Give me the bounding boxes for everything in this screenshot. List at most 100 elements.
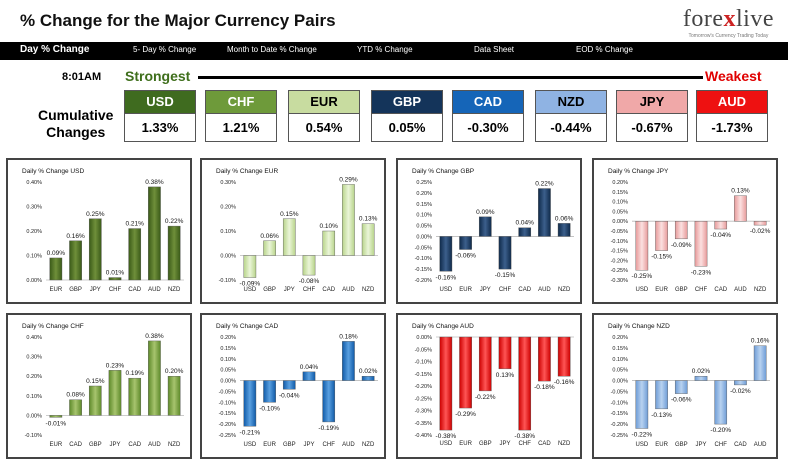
bar-jpy [302,371,316,381]
chart-title: Daily % Change CAD [216,323,278,330]
data-label: -0.21% [240,429,261,436]
tab-eod-change[interactable]: EOD % Change [576,45,633,54]
data-label: 0.13% [359,216,378,223]
bar-jpy [108,370,122,416]
x-tick-label: CAD [538,441,551,447]
bar-usd [635,221,649,271]
x-tick-label: USD [636,442,649,448]
bar-eur [655,221,668,251]
bar-chf [518,336,532,431]
bar-nzd [167,225,181,281]
x-tick-label: CAD [734,442,747,448]
tab-bar: Day % Change 5- Day % Change Month to Da… [0,42,788,60]
x-tick-label: CHF [715,442,728,448]
data-label: -0.06% [671,397,692,404]
currency-box-cad: CAD -0.30% [452,90,524,142]
bar-eur [49,257,63,281]
y-tick-label: -0.10% [415,360,433,366]
chart-title: Daily % Change JPY [608,168,669,175]
data-label: 0.09% [476,209,495,216]
bar-chf [302,255,316,276]
data-label: 0.18% [339,333,358,340]
cumulative-changes-label: Cumulative Changes [38,107,113,141]
bar-aud [342,184,355,256]
x-tick-label: NZD [754,287,767,293]
y-tick-label: 0.10% [220,229,236,235]
tab-day-change[interactable]: Day % Change [20,44,90,55]
data-label: -0.15% [651,254,672,261]
y-tick-label: -0.05% [415,347,433,353]
bar-cad [518,227,532,237]
x-tick-label: CAD [322,287,335,293]
x-tick-label: AUD [734,287,747,293]
tab-data-sheet[interactable]: Data Sheet [474,45,515,54]
x-tick-label: GBP [263,287,276,293]
chart-panel-nzd: Daily % Change NZD 0.20% 0.15% 0.10% 0.05% 0.… [592,313,778,459]
timestamp: 8:01AM [62,71,102,83]
currency-box-jpy: JPY -0.67% [616,90,688,142]
strongest-label: Strongest [125,68,191,84]
data-label: 0.16% [751,338,770,345]
logo-tagline: Tomorrow's Currency Trading Today [688,33,769,39]
x-tick-label: NZD [558,441,571,447]
bar-jpy [694,376,708,381]
currency-code: AUD [697,91,767,114]
cumulative-label-line2: Changes [46,124,106,140]
chart-chf: Daily % Change CHF 0.40% 0.30% 0.20% 0.10% 0.… [22,323,184,448]
data-label: -0.02% [750,228,771,235]
x-tick-label: EUR [50,287,63,293]
data-label: 0.06% [555,215,574,222]
data-label: -0.16% [554,379,575,386]
bar-usd [635,380,649,429]
data-label: -0.22% [632,431,653,438]
chart-eur: Daily % Change EUR 0.30% 0.20% 0.10% 0.00% -0… [216,168,378,293]
bar-nzd [361,376,375,381]
forexlive-logo[interactable]: forexlive Tomorrow's Currency Trading To… [683,6,774,39]
bar-aud [753,345,767,381]
y-tick-label: -0.25% [415,396,433,402]
x-tick-label: NZD [362,287,375,293]
y-tick-label: -0.10% [611,239,629,245]
bar-chf [694,221,708,267]
x-tick-label: GBP [479,441,492,447]
y-tick-label: -0.30% [611,278,629,284]
y-tick-label: 0.00% [26,413,42,419]
y-tick-label: 0.00% [612,379,628,385]
tab-5-day-change[interactable]: 5- Day % Change [133,45,197,54]
chart-panel-aud: Daily % Change AUD 0.00% -0.05% -0.10% -0.15… [396,313,582,459]
chart-panel-usd: Daily % Change USD 0.40% 0.30% 0.20% 0.10% 0.… [6,158,192,304]
bar-eur [49,415,63,418]
chart-gbp: Daily % Change GBP 0.25% 0.20% 0.15% 0.10% 0.… [412,168,574,293]
chart-aud: Daily % Change AUD 0.00% -0.05% -0.10% -0.15… [412,323,575,447]
x-tick-label: NZD [168,442,181,448]
y-tick-label: -0.25% [611,268,629,274]
chart-panel-eur: Daily % Change EUR 0.30% 0.20% 0.10% 0.00% -0… [200,158,386,304]
data-label: 0.22% [165,218,184,225]
bar-cad [128,228,142,281]
logo-wordmark: forexlive [683,6,774,33]
x-tick-label: USD [636,287,649,293]
bar-gbp [674,380,688,394]
bar-gbp [263,240,276,256]
bar-cad [69,399,82,416]
currency-cumulative-value: 0.05% [372,114,442,141]
bar-eur [655,380,668,410]
x-tick-label: JPY [284,287,295,293]
y-tick-label: -0.25% [219,433,237,439]
bar-cad [734,380,747,386]
y-tick-label: 0.05% [416,224,432,230]
tab-month-to-date-change[interactable]: Month to Date % Change [227,45,317,54]
y-tick-label: -0.20% [415,384,433,390]
data-label: -0.20% [710,427,731,434]
data-label: -0.06% [455,253,476,260]
tab-ytd-change[interactable]: YTD % Change [357,45,413,54]
data-label: -0.38% [436,433,457,440]
y-tick-label: -0.15% [415,372,433,378]
y-tick-label: -0.05% [611,229,629,235]
x-tick-label: USD [440,441,453,447]
data-label: 0.04% [300,364,319,371]
y-tick-label: 0.20% [220,205,236,211]
y-tick-label: 0.15% [220,346,236,352]
x-tick-label: GBP [675,442,688,448]
y-tick-label: 0.25% [416,180,432,186]
